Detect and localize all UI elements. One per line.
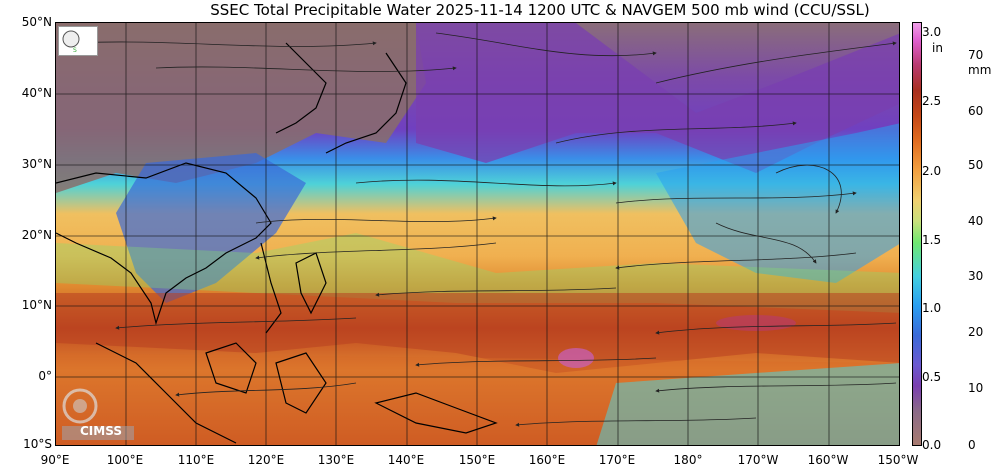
colorbar-in-unit: in xyxy=(932,41,943,55)
ssec-logo: S xyxy=(58,26,98,56)
colorbar-in-tick-0.5: 0.5 xyxy=(922,370,942,384)
lon-label-150e: 150°E xyxy=(458,453,496,467)
colorbar-mm-unit: mm xyxy=(968,63,992,77)
colorbar-mm-tick-30: 30 xyxy=(968,269,984,283)
lat-label-40n: 40°N xyxy=(21,86,52,100)
dry-land-region xyxy=(56,23,426,193)
magenta-spot xyxy=(558,348,594,368)
colorbar-mm-tick-10: 10 xyxy=(968,381,984,395)
lon-label-180: 180° xyxy=(673,453,703,467)
colorbar xyxy=(912,22,922,446)
moist-blue-region xyxy=(116,153,306,303)
lon-label-130e: 130°E xyxy=(317,453,355,467)
map-title: SSEC Total Precipitable Water 2025-11-14… xyxy=(210,1,870,19)
colorbar-mm-tick-60: 60 xyxy=(968,104,984,118)
graticule xyxy=(56,23,899,445)
wind-streamlines xyxy=(75,32,897,427)
lon-label-160e: 160°E xyxy=(528,453,566,467)
lat-label-20n: 20°N xyxy=(21,228,52,242)
lon-label-110e: 110°E xyxy=(177,453,215,467)
colorbar-in-tick-0.0: 0.0 xyxy=(922,438,942,452)
central-pacific-blue xyxy=(656,123,899,283)
lon-label-140e: 140°E xyxy=(387,453,425,467)
lon-label-120e: 120°E xyxy=(247,453,285,467)
colorbar-mm-tick-0: 0 xyxy=(968,438,976,452)
colorbar-mm-tick-50: 50 xyxy=(968,158,984,172)
lat-label-10n: 10°N xyxy=(21,298,52,312)
lon-label-170e: 170°E xyxy=(598,453,636,467)
tpw-map xyxy=(55,22,900,446)
lon-label-150w: 150°W xyxy=(877,453,919,467)
colorbar-mm-tick-20: 20 xyxy=(968,325,984,339)
magenta-band xyxy=(716,315,796,331)
lon-label-160w: 160°W xyxy=(807,453,849,467)
colorbar-in-tick-2.0: 2.0 xyxy=(922,164,942,178)
lat-label-50n: 50°N xyxy=(21,15,52,29)
lat-label-30n: 30°N xyxy=(21,157,52,171)
lat-label-0: 0° xyxy=(38,369,52,383)
colorbar-in-tick-3.0: 3.0 xyxy=(922,25,942,39)
cimss-logo-text: CIMSS xyxy=(80,424,122,438)
southeast-cyan xyxy=(596,363,899,445)
coastlines xyxy=(56,42,498,444)
lat-label-10s: 10°S xyxy=(23,437,52,451)
tpw-map-canvas xyxy=(56,23,899,445)
colorbar-in-tick-2.5: 2.5 xyxy=(922,94,942,108)
colorbar-in-tick-1.5: 1.5 xyxy=(922,233,942,247)
lon-label-100e: 100°E xyxy=(106,453,144,467)
cimss-logo: CIMSS xyxy=(58,380,138,442)
colorbar-mm-tick-40: 40 xyxy=(968,214,984,228)
svg-text:S: S xyxy=(73,47,77,54)
colorbar-mm-tick-70: 70 xyxy=(968,48,984,62)
colorbar-in-tick-1.0: 1.0 xyxy=(922,301,942,315)
dry-band xyxy=(416,23,899,173)
lon-label-90e: 90°E xyxy=(40,453,70,467)
lon-label-170w: 170°W xyxy=(737,453,779,467)
